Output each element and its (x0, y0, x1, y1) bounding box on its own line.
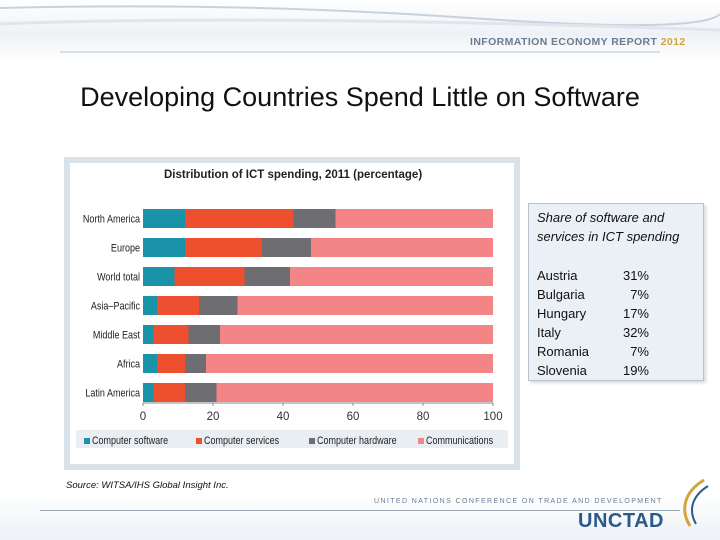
bar-segment (185, 209, 294, 228)
header-swoosh-decoration (0, 5, 720, 53)
bar-segment (185, 238, 262, 257)
bar-segment (157, 296, 199, 315)
x-tick-label: 100 (483, 411, 502, 423)
unctad-logo-text: UNCTAD (578, 510, 664, 532)
report-year: 2012 (660, 36, 686, 48)
share-country: Italy (537, 325, 561, 340)
ict-spending-chart: Distribution of ICT spending, 2011 (perc… (70, 163, 514, 464)
bar-segment (206, 354, 493, 373)
category-label: Europe (111, 243, 140, 255)
legend-swatch (196, 438, 202, 444)
page-title: Developing Countries Spend Little on Sof… (80, 82, 640, 112)
report-label: INFORMATION ECONOMY REPORT 2012 (470, 36, 686, 48)
bar-segment (143, 325, 154, 344)
legend-swatch (418, 438, 424, 444)
bar-segment (143, 209, 185, 228)
bar-segment (143, 296, 157, 315)
share-value: 31% (622, 268, 649, 283)
legend-background (76, 430, 508, 448)
category-label: Latin America (85, 388, 140, 400)
bar-segment (174, 267, 245, 286)
legend-swatch (309, 438, 315, 444)
bar-segment (199, 296, 238, 315)
x-tick-label: 60 (347, 411, 360, 423)
x-tick-label: 20 (207, 411, 220, 423)
footer-divider (40, 510, 680, 511)
bar-segment (244, 267, 290, 286)
share-value: 32% (622, 325, 649, 340)
bar-segment (220, 325, 493, 344)
legend-swatch (84, 438, 90, 444)
legend-label: Communications (426, 435, 493, 447)
category-label: Africa (117, 359, 140, 371)
chart-title: Distribution of ICT spending, 2011 (perc… (164, 169, 422, 181)
bar-segment (290, 267, 493, 286)
category-label: Asia–Pacific (91, 301, 140, 313)
footer-band (0, 492, 720, 540)
category-label: Middle East (93, 330, 140, 342)
bar-segment (262, 238, 311, 257)
category-label: World total (97, 272, 140, 284)
bar-segment (311, 238, 493, 257)
report-label-text: INFORMATION ECONOMY REPORT (470, 36, 658, 48)
share-country: Bulgaria (537, 287, 585, 302)
category-label: North America (83, 214, 140, 226)
side-box-title: Share of software and services in ICT sp… (537, 210, 680, 244)
bar-segment (143, 383, 154, 402)
bar-segment (143, 354, 157, 373)
share-country: Hungary (537, 306, 587, 321)
bar-segment (335, 209, 493, 228)
source-note: Source: WITSA/IHS Global Insight Inc. (66, 480, 229, 491)
unctad-swirl-icon (683, 478, 709, 527)
software-share-box: Share of software and services in ICT sp… (528, 203, 704, 381)
bar-segment (237, 296, 493, 315)
bar-segment (188, 325, 220, 344)
chart-panel: Distribution of ICT spending, 2011 (perc… (64, 157, 520, 470)
x-tick-label: 40 (277, 411, 290, 423)
share-value: 19% (622, 363, 649, 378)
bar-segment (153, 383, 185, 402)
bar-segment (185, 354, 206, 373)
x-tick-label: 0 (140, 411, 146, 423)
bar-segment (153, 325, 189, 344)
bar-segment (293, 209, 336, 228)
x-tick-label: 80 (417, 411, 430, 423)
share-country: Romania (537, 344, 590, 359)
share-country: Austria (537, 268, 578, 283)
share-value: 7% (630, 287, 649, 302)
share-value: 17% (622, 306, 649, 321)
share-value: 7% (630, 344, 649, 359)
bar-segment (143, 238, 185, 257)
legend-label: Computer services (204, 435, 279, 447)
conference-label: UNITED NATIONS CONFERENCE ON TRADE AND D… (374, 498, 663, 505)
bar-segment (157, 354, 185, 373)
legend-label: Computer hardware (317, 435, 397, 447)
legend-label: Computer software (92, 435, 168, 447)
bar-segment (216, 383, 493, 402)
bar-segment (185, 383, 217, 402)
bar-segment (143, 267, 175, 286)
share-country: Slovenia (537, 363, 587, 378)
